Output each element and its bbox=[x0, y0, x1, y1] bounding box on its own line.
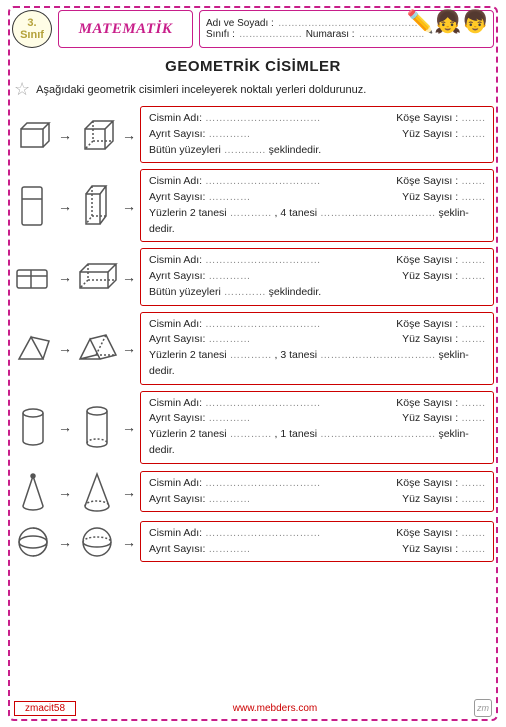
item-sphere: → → Cismin Adı: ……………………………Köşe Sayısı :… bbox=[12, 520, 494, 564]
box-image bbox=[12, 113, 54, 157]
page-content: 3. Sınıf MATEMATİK Adı ve Soyadı : ……………… bbox=[12, 10, 494, 717]
fields-sphere: Cismin Adı: ……………………………Köşe Sayısı : …….… bbox=[140, 521, 494, 563]
arrow-icon: → bbox=[122, 127, 136, 143]
fields-tri-prism: Cismin Adı: ……………………………Köşe Sayısı : …….… bbox=[140, 312, 494, 385]
arrow-icon: → bbox=[122, 340, 136, 356]
arrow-icon: → bbox=[122, 534, 136, 550]
arrow-icon: → bbox=[58, 419, 72, 435]
class-blank[interactable]: ………………. bbox=[239, 29, 302, 40]
fields-cylinder: Cismin Adı: ……………………………Köşe Sayısı : …….… bbox=[140, 391, 494, 464]
arrow-icon: → bbox=[122, 419, 136, 435]
item-tri-prism: → → Cismin Adı: ……………………………Köşe Sayısı :… bbox=[12, 312, 494, 385]
tent-image bbox=[12, 326, 54, 370]
tri-prism-shape bbox=[76, 326, 118, 370]
worksheet-title: GEOMETRİK CİSİMLER bbox=[12, 58, 494, 75]
class-label: Sınıfı : bbox=[206, 29, 235, 40]
grade-badge: 3. Sınıf bbox=[12, 10, 52, 48]
arrow-icon: → bbox=[58, 127, 72, 143]
name-blank[interactable]: …………………………………… bbox=[278, 18, 418, 29]
gift-image bbox=[12, 255, 54, 299]
arrow-icon: → bbox=[58, 534, 72, 550]
kids-icon: ✏️👧👦 bbox=[407, 9, 489, 35]
name-label: Adı ve Soyadı : bbox=[206, 18, 274, 29]
cube-shape bbox=[76, 113, 118, 157]
student-info: Adı ve Soyadı : …………………………………… Sınıfı : … bbox=[199, 10, 494, 48]
tall-prism-shape bbox=[76, 184, 118, 228]
fields-cone: Cismin Adı: ……………………………Köşe Sayısı : …….… bbox=[140, 471, 494, 513]
fields-flat-prism: Cismin Adı: ……………………………Köşe Sayısı : …….… bbox=[140, 248, 494, 305]
flat-prism-shape bbox=[76, 255, 118, 299]
fridge-image bbox=[12, 184, 54, 228]
item-rect-prism-tall: → → Cismin Adı: ……………………………Köşe Sayısı :… bbox=[12, 169, 494, 242]
author-box: zmacit58 bbox=[14, 701, 76, 716]
arrow-icon: → bbox=[122, 484, 136, 500]
number-label: Numarası : bbox=[306, 29, 355, 40]
can-image bbox=[12, 405, 54, 449]
grade-number: 3. bbox=[27, 17, 36, 29]
arrow-icon: → bbox=[122, 269, 136, 285]
item-rect-prism-flat: → → Cismin Adı: ……………………………Köşe Sayısı :… bbox=[12, 248, 494, 305]
hat-image bbox=[12, 470, 54, 514]
site-link[interactable]: www.mebders.com bbox=[233, 703, 317, 714]
logo-icon: zm bbox=[474, 699, 492, 717]
arrow-icon: → bbox=[58, 269, 72, 285]
cylinder-shape bbox=[76, 405, 118, 449]
sphere-shape bbox=[76, 520, 118, 564]
instructions: ☆ Aşağıdaki geometrik cisimleri inceleye… bbox=[14, 79, 492, 100]
arrow-icon: → bbox=[58, 484, 72, 500]
cone-shape bbox=[76, 470, 118, 514]
footer: zmacit58 www.mebders.com zm bbox=[14, 699, 492, 717]
arrow-icon: → bbox=[58, 198, 72, 214]
fields-cube: Cismin Adı: ……………………………Köşe Sayısı : …….… bbox=[140, 106, 494, 163]
arrow-icon: → bbox=[122, 198, 136, 214]
item-cone: → → Cismin Adı: ……………………………Köşe Sayısı :… bbox=[12, 470, 494, 514]
subject-box: MATEMATİK bbox=[58, 10, 193, 48]
fields-tall-prism: Cismin Adı: ……………………………Köşe Sayısı : …….… bbox=[140, 169, 494, 242]
star-icon: ☆ bbox=[14, 79, 30, 100]
header: 3. Sınıf MATEMATİK Adı ve Soyadı : ……………… bbox=[12, 10, 494, 48]
ball-image bbox=[12, 520, 54, 564]
item-cylinder: → → Cismin Adı: ……………………………Köşe Sayısı :… bbox=[12, 391, 494, 464]
grade-label: Sınıf bbox=[20, 29, 44, 41]
item-cube: → → Cismin Adı: ……………………………Köşe Sayısı :… bbox=[12, 106, 494, 163]
arrow-icon: → bbox=[58, 340, 72, 356]
intro-text: Aşağıdaki geometrik cisimleri inceleyere… bbox=[36, 84, 366, 96]
items-list: → → Cismin Adı: ……………………………Köşe Sayısı :… bbox=[12, 106, 494, 564]
